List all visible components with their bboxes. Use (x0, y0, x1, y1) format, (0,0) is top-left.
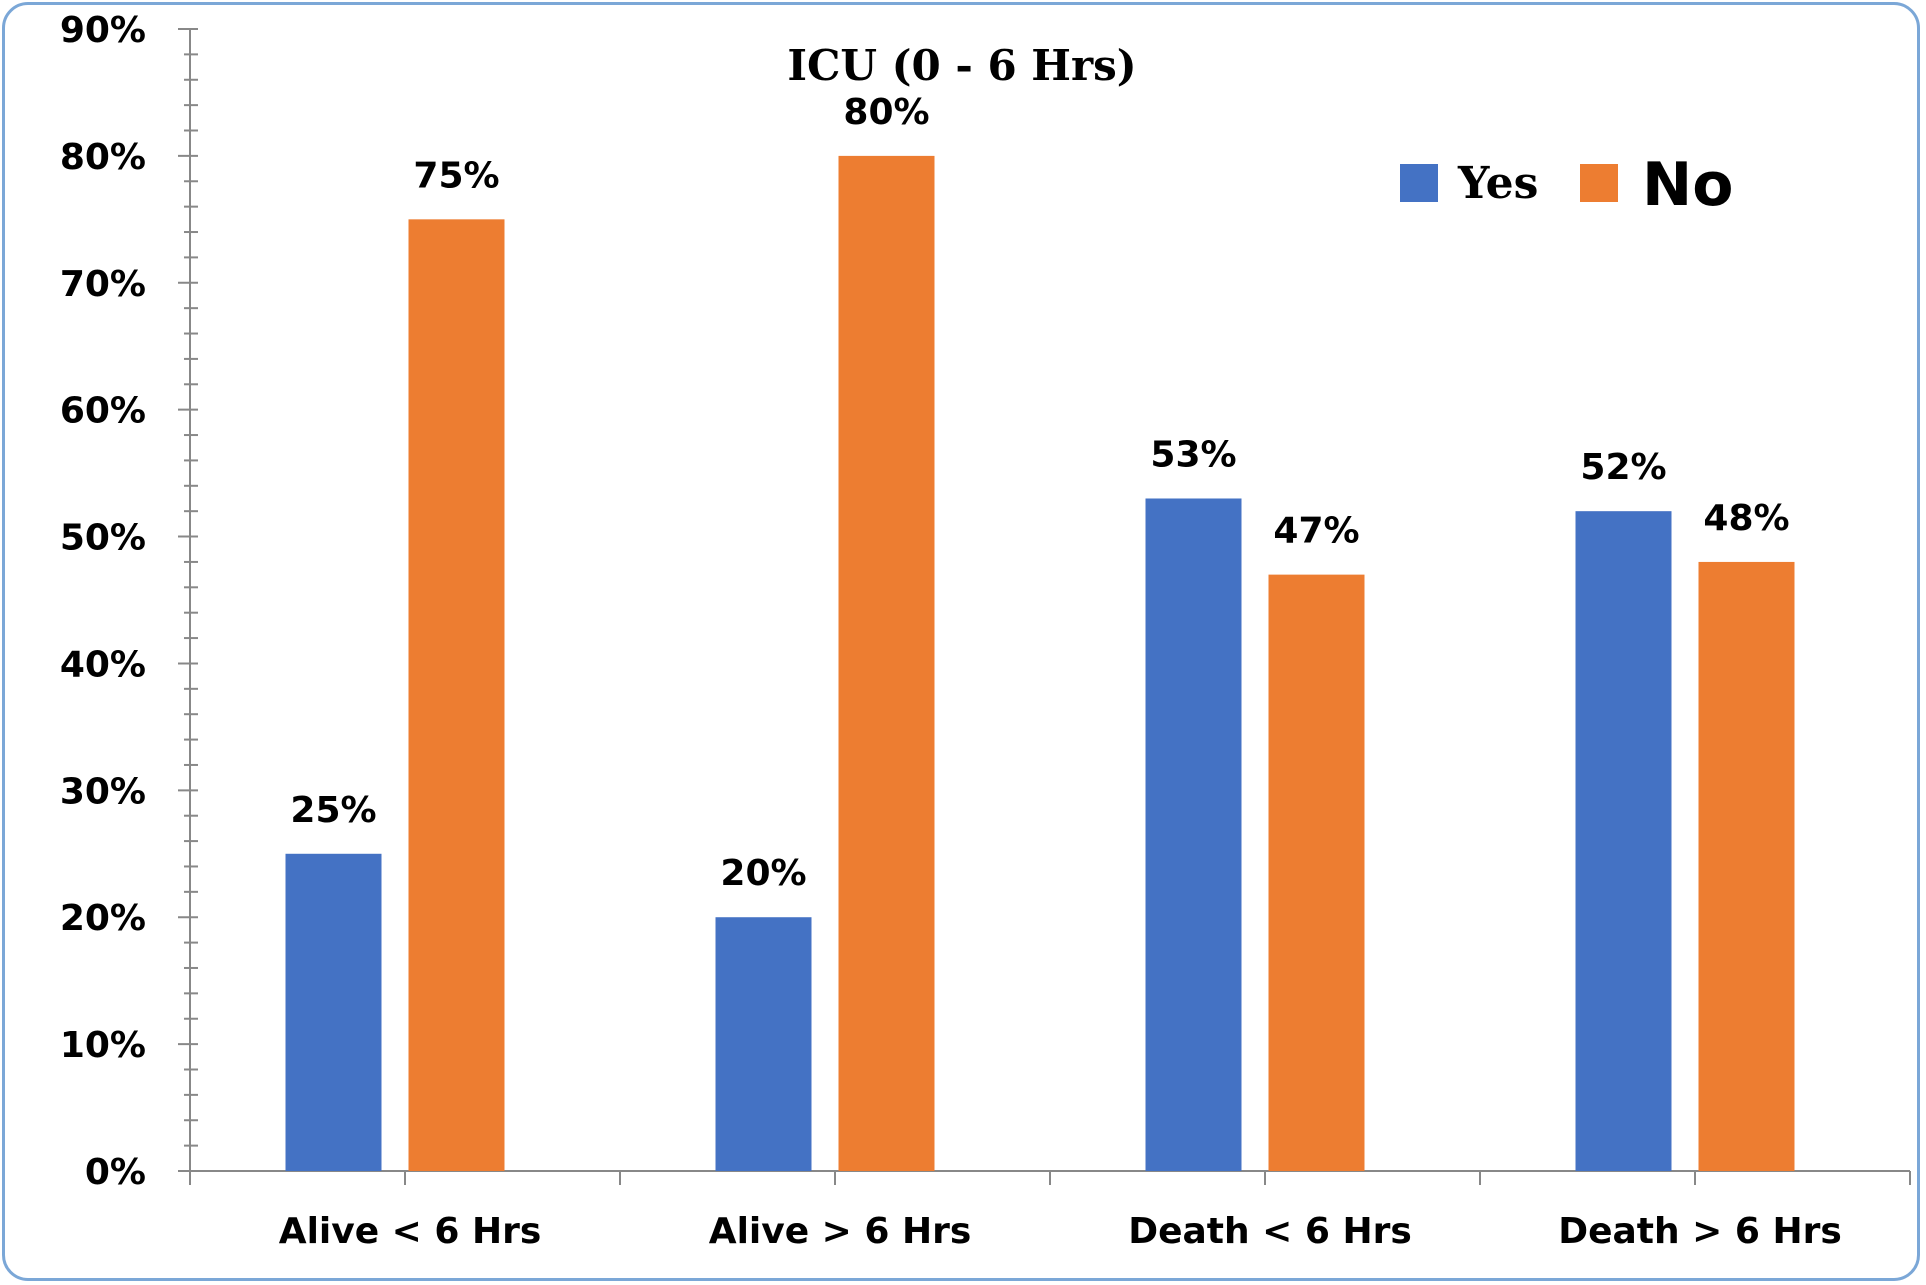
data-label: 47% (1273, 511, 1359, 552)
data-label: 75% (413, 155, 499, 196)
data-label: 20% (720, 853, 806, 894)
labels: 0% 10% 20% 30% 40% 50% 60% 70% 80% 90% Alive < 6 H… (60, 10, 1842, 1252)
legend-label-yes: Yes (1457, 158, 1538, 209)
data-label: 80% (843, 92, 929, 133)
bar-no (838, 155, 935, 1171)
y-tick-label: 80% (60, 137, 146, 178)
y-tick-label: 50% (60, 518, 146, 559)
y-tick-label: 0% (85, 1152, 146, 1193)
legend-swatch-yes (1400, 164, 1438, 202)
y-tick-label: 10% (60, 1025, 146, 1066)
y-tick-label: 40% (60, 644, 146, 685)
bar-no (408, 219, 505, 1172)
y-tick-label: 70% (60, 264, 146, 305)
y-tick-label: 60% (60, 391, 146, 432)
x-tick-label: Death > 6 Hrs (1558, 1211, 1842, 1252)
chart-title: ICU (0 - 6 Hrs) (787, 41, 1136, 90)
x-tick-label: Death < 6 Hrs (1128, 1211, 1412, 1252)
y-tick-label: 20% (60, 898, 146, 939)
x-tick-label: Alive < 6 Hrs (279, 1211, 542, 1252)
legend-label-no: No (1642, 150, 1733, 220)
data-label: 53% (1150, 434, 1236, 475)
data-label: 52% (1580, 447, 1666, 488)
bar-no (1698, 561, 1795, 1171)
y-tick-label: 90% (60, 10, 146, 51)
data-label: 48% (1703, 498, 1789, 539)
bar-yes (1575, 511, 1672, 1172)
bars (285, 155, 1795, 1172)
bar-no (1268, 574, 1365, 1171)
bar-yes (715, 917, 812, 1171)
bar-yes (285, 853, 382, 1171)
data-label: 25% (290, 790, 376, 831)
x-tick-label: Alive > 6 Hrs (709, 1211, 972, 1252)
bar-yes (1145, 498, 1242, 1171)
y-tick-label: 30% (60, 771, 146, 812)
legend: Yes No (1400, 150, 1733, 220)
legend-swatch-no (1580, 164, 1618, 202)
